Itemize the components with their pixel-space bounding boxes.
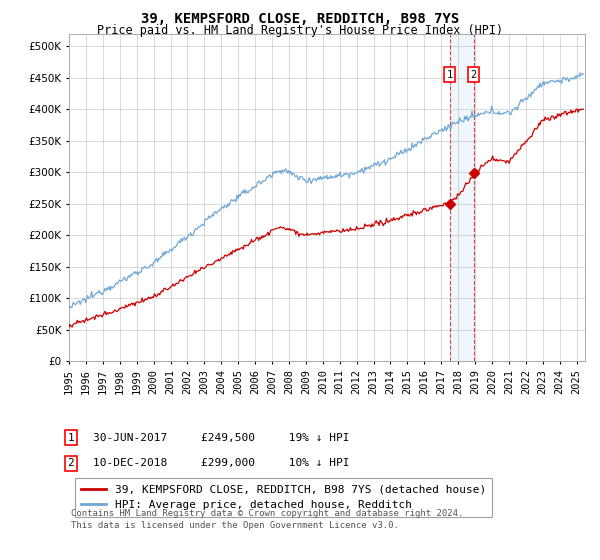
Text: 30-JUN-2017     £249,500     19% ↓ HPI: 30-JUN-2017 £249,500 19% ↓ HPI: [93, 433, 349, 443]
Text: 1: 1: [67, 433, 74, 443]
Text: 2: 2: [470, 69, 477, 80]
Text: 1: 1: [446, 69, 453, 80]
Text: Price paid vs. HM Land Registry's House Price Index (HPI): Price paid vs. HM Land Registry's House …: [97, 24, 503, 37]
Bar: [449, 34, 473, 361]
Text: 39, KEMPSFORD CLOSE, REDDITCH, B98 7YS: 39, KEMPSFORD CLOSE, REDDITCH, B98 7YS: [141, 12, 459, 26]
Text: Contains HM Land Registry data © Crown copyright and database right 2024.
This d: Contains HM Land Registry data © Crown c…: [71, 509, 463, 530]
Legend: 39, KEMPSFORD CLOSE, REDDITCH, B98 7YS (detached house), HPI: Average price, det: 39, KEMPSFORD CLOSE, REDDITCH, B98 7YS (…: [74, 478, 493, 517]
Text: 10-DEC-2018     £299,000     10% ↓ HPI: 10-DEC-2018 £299,000 10% ↓ HPI: [93, 458, 349, 468]
Text: 2: 2: [67, 458, 74, 468]
